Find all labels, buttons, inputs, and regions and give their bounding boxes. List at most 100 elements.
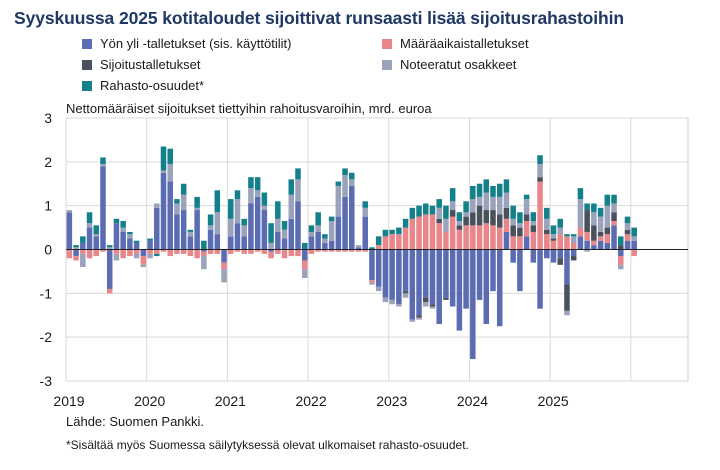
bar-segment (617, 236, 624, 246)
bar-segment (483, 192, 490, 211)
bar-segment (261, 210, 268, 250)
y-tick-label: -3 (40, 373, 53, 389)
bar-segment (187, 236, 194, 250)
bar-segment (611, 203, 617, 213)
bar-segment (106, 249, 113, 289)
bar-segment (604, 194, 611, 206)
bar-segment (349, 249, 355, 252)
bar-segment (227, 236, 234, 250)
bar-segment (476, 225, 483, 250)
bar-segment (301, 242, 308, 250)
bar-segment (416, 315, 422, 318)
bar-segment (564, 236, 570, 250)
bar-segment (611, 225, 617, 250)
bar-segment (275, 249, 281, 254)
bar-segment (207, 225, 214, 230)
legend-label: Yön yli -talletukset (sis. käyttötilit) (100, 36, 292, 51)
y-tick-label: -1 (40, 285, 53, 301)
bar-segment (449, 201, 456, 211)
bar-segment (402, 218, 409, 228)
bar-segment (167, 148, 173, 165)
bar-segment (436, 223, 442, 250)
bar-segment (93, 225, 100, 235)
bar-segment (422, 297, 429, 303)
bar-segment (221, 269, 227, 283)
bar-segment (429, 205, 436, 215)
bar-segment (174, 249, 180, 254)
bar-segment (503, 207, 510, 219)
bar-segment (496, 183, 503, 197)
bar-segment (194, 249, 200, 259)
legend-swatch (382, 38, 392, 49)
bar-segment (322, 242, 328, 250)
bar-segment (496, 227, 503, 250)
bar-segment (389, 234, 395, 250)
bar-segment (248, 188, 254, 204)
bar-segment (227, 218, 234, 237)
bar-segment (449, 249, 456, 307)
bar-segment (241, 236, 247, 250)
bar-segment (113, 218, 120, 224)
bar-segment (490, 210, 496, 226)
bar-segment (517, 236, 523, 250)
bar-segment (194, 196, 200, 208)
bar-segment (550, 225, 557, 235)
bar-segment (254, 249, 261, 252)
bar-segment (154, 253, 160, 257)
bar-segment (456, 249, 463, 331)
bar-segment (570, 249, 577, 257)
bar-segment (133, 242, 140, 250)
bar-segment (577, 227, 584, 237)
bar-segment (523, 194, 530, 200)
bar-segment (476, 183, 483, 197)
bar-segment (174, 199, 180, 204)
bar-segment (207, 249, 214, 254)
bar-segment (80, 253, 86, 268)
bar-segment (470, 249, 476, 360)
bar-segment (517, 227, 523, 237)
bar-segment (597, 240, 604, 250)
bar-segment (106, 245, 113, 248)
bar-segment (194, 207, 200, 211)
bar-segment (436, 199, 442, 208)
bar-segment (180, 183, 187, 195)
bar-segment (564, 234, 570, 237)
bar-segment (557, 227, 563, 235)
bar-segment (187, 231, 194, 237)
y-tick-label: 3 (44, 110, 52, 126)
bar-segment (624, 216, 631, 224)
bar-segment (147, 253, 153, 259)
bar-segment (261, 249, 268, 254)
bar-segment (476, 249, 483, 300)
bar-segment (147, 240, 153, 250)
bar-segment (335, 185, 342, 217)
bar-segment (335, 181, 342, 186)
bar-segment (429, 249, 436, 305)
bar-segment (422, 302, 429, 307)
bar-segment (483, 223, 490, 250)
bar-segment (396, 249, 402, 305)
bar-segment (308, 236, 315, 250)
y-tick-label: -2 (40, 329, 53, 345)
y-tick-label: 1 (44, 198, 52, 214)
bar-segment (342, 196, 348, 250)
bar-segment (154, 203, 160, 208)
bar-segment (214, 234, 221, 250)
bar-segment (557, 234, 563, 250)
axes: -3 -2 -1 0 1 2 3 2019 2020 2021 2022 2023 2024 2025 (40, 110, 688, 409)
bar-segment (577, 236, 584, 250)
bar-segment (362, 201, 368, 208)
bar-segment (301, 260, 308, 270)
bar-segment (382, 229, 389, 237)
bar-segment (268, 249, 274, 252)
bar-segment (611, 221, 617, 226)
bar-segment (631, 236, 637, 241)
bar-segment (449, 210, 456, 217)
bar-segment (268, 242, 274, 250)
bar-segment (463, 225, 469, 250)
bar-segment (127, 234, 133, 239)
bar-segment (429, 304, 436, 307)
bar-segment (355, 245, 362, 248)
bar-segment (544, 249, 550, 259)
bar-segment (409, 249, 416, 320)
